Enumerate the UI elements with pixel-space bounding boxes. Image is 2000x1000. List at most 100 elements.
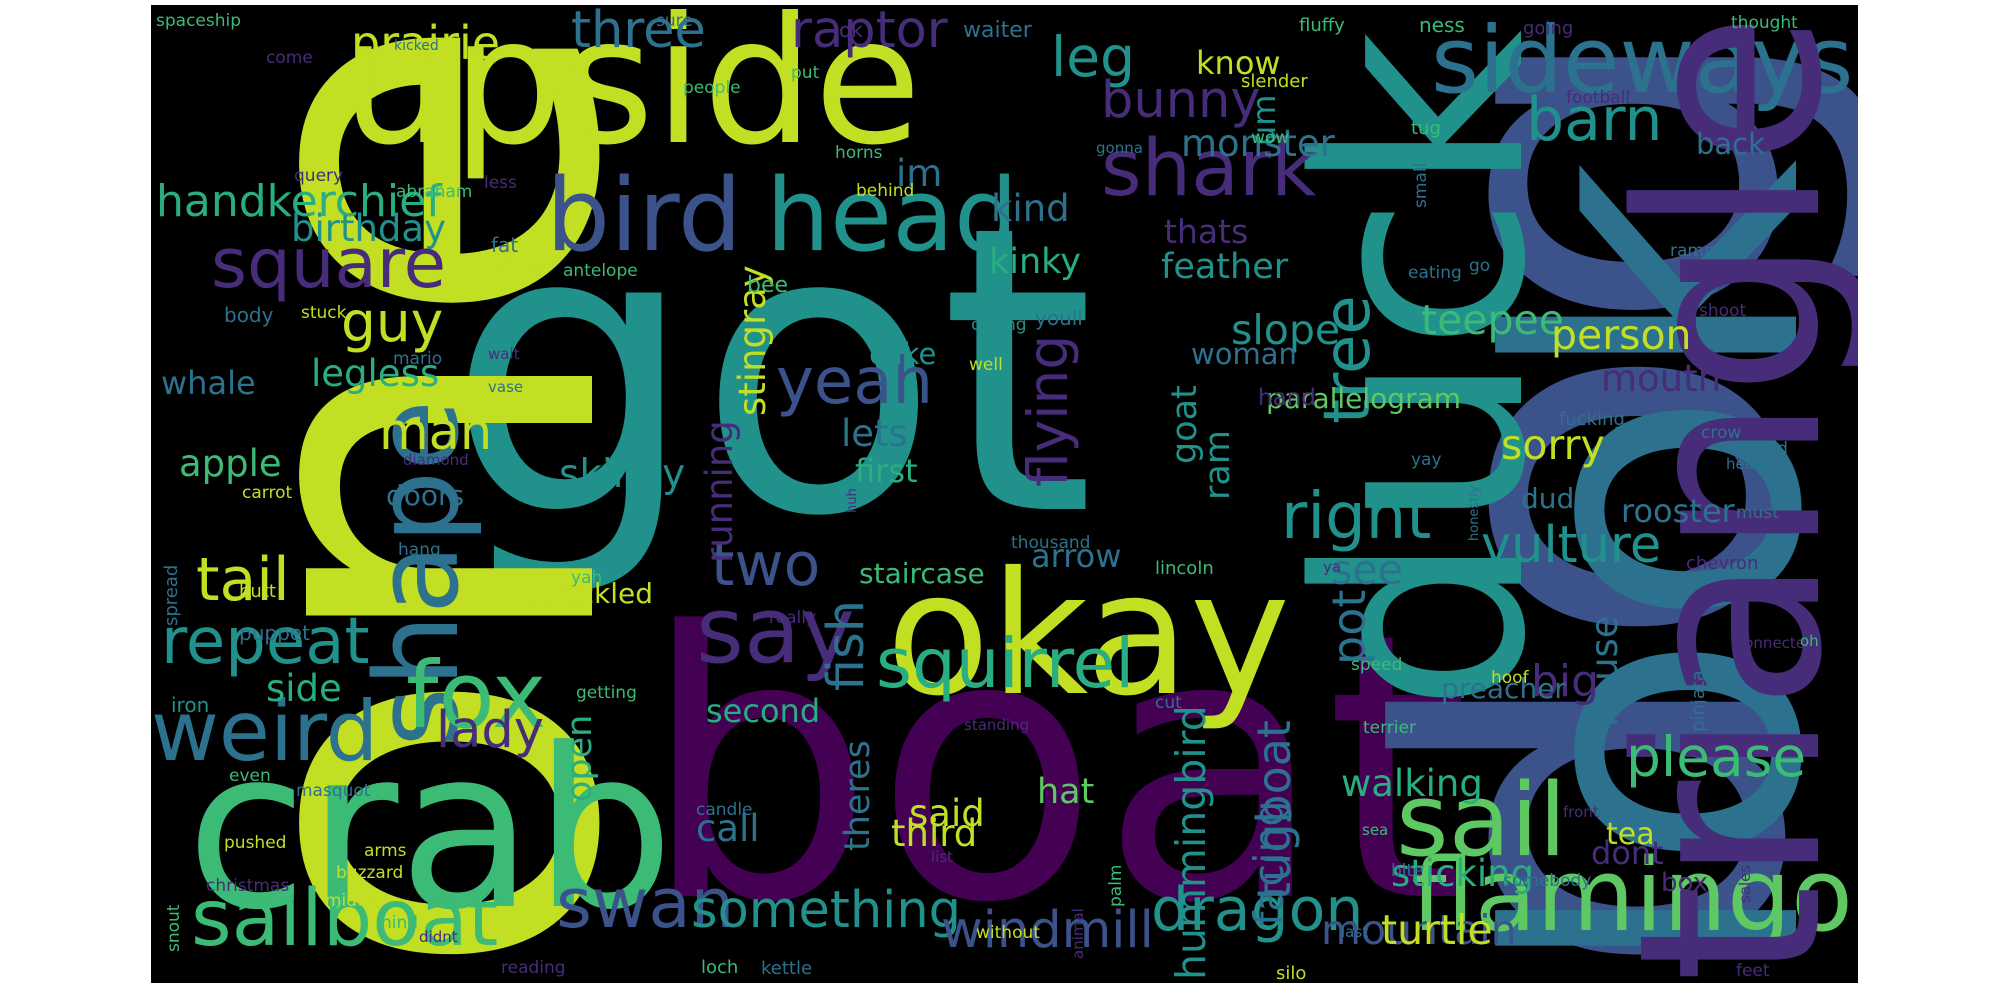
cloud-word-shark: shark	[1101, 124, 1317, 214]
cloud-word-man: man	[379, 403, 493, 462]
cloud-word-thats: thats	[1164, 212, 1249, 251]
cloud-word-peacock: peacock	[483, 256, 546, 274]
cloud-word-butt: butt	[239, 581, 276, 602]
cloud-word-last: last	[1341, 923, 1369, 941]
cloud-word-hind: hind	[381, 913, 419, 933]
cloud-word-mouth: mouth	[1601, 357, 1722, 400]
cloud-word-crow: crow	[1701, 423, 1742, 443]
cloud-word-hoof: hoof	[1491, 668, 1529, 688]
cloud-word-pinjata: pinjata	[1688, 669, 1709, 732]
cloud-word-head: head	[766, 156, 1019, 274]
cloud-word-spread: spread	[161, 564, 182, 627]
cloud-word-lincoln: lincoln	[1155, 558, 1214, 579]
cloud-word-person: person	[1551, 311, 1692, 359]
cloud-word-weird: weird	[151, 683, 379, 780]
cloud-word-without: without	[976, 923, 1040, 943]
cloud-word-really: really	[769, 608, 816, 628]
cloud-word-less: less	[484, 173, 517, 193]
cloud-word-squirrel: squirrel	[876, 624, 1135, 704]
cloud-word-palm: palm	[1106, 864, 1126, 908]
cloud-word-whale: whale	[161, 364, 256, 402]
cloud-word-fish: fish	[817, 599, 876, 692]
cloud-word-ya: ya	[1323, 558, 1342, 576]
cloud-word-fox: fox	[406, 642, 547, 749]
cloud-word-diamond: diamond	[403, 451, 469, 469]
cloud-word-puppet: puppet	[239, 621, 310, 645]
cloud-word-see: see	[1331, 546, 1403, 594]
cloud-word-sailboat: sailboat	[191, 874, 499, 964]
cloud-word-bunny: bunny	[1101, 71, 1261, 130]
cloud-word-big: big	[1531, 656, 1600, 707]
cloud-word-please: please	[1626, 725, 1807, 789]
cloud-word-two: two	[711, 530, 821, 600]
cloud-word-box: box	[1661, 868, 1708, 898]
cloud-word-teepee: teepee	[1421, 296, 1564, 344]
cloud-word-im: im	[896, 152, 943, 195]
cloud-word-mario: mario	[393, 349, 443, 369]
cloud-word-crab: crab	[186, 702, 675, 959]
cloud-word-ness: ness	[1419, 13, 1465, 37]
cloud-word-list: list	[931, 848, 954, 866]
cloud-word-running: running	[698, 419, 741, 563]
cloud-word-sea: sea	[1362, 821, 1389, 839]
cloud-word-call: call	[696, 807, 760, 850]
cloud-word-dragon: dragon	[1151, 875, 1364, 945]
cloud-word-turtle: turtle	[1381, 906, 1493, 954]
cloud-word-eating: eating	[1408, 263, 1462, 283]
cloud-word-slope: slope	[1231, 306, 1341, 354]
cloud-word-getting: getting	[576, 683, 637, 703]
cloud-word-stuck: stuck	[301, 303, 347, 323]
cloud-word-back: back	[1696, 127, 1765, 161]
cloud-word-terrier: terrier	[1363, 718, 1416, 738]
cloud-word-dont: dont	[1591, 834, 1664, 872]
cloud-word-candle: candle	[696, 800, 753, 820]
cloud-word-barn: barn	[1526, 85, 1663, 155]
cloud-word-go: go	[1469, 256, 1491, 276]
cloud-word-body: body	[224, 303, 274, 327]
cloud-word-apple: apple	[179, 442, 282, 485]
cloud-word-boat: boat	[641, 554, 1470, 983]
cloud-word-ram: ram	[1198, 429, 1238, 500]
cloud-word-open: open	[560, 714, 600, 803]
cloud-word-second: second	[706, 692, 821, 730]
cloud-word-flying: flying	[1016, 334, 1080, 488]
cloud-word-wow: wow	[1251, 128, 1290, 148]
cloud-word-bite: bite	[1391, 861, 1424, 881]
cloud-word-hat: hat	[1037, 772, 1095, 812]
cloud-word-right: right	[1281, 480, 1432, 554]
cloud-word-arms: arms	[364, 841, 407, 861]
cloud-word-sure: sure	[656, 11, 693, 31]
cloud-word-masquot: masquot	[296, 781, 371, 801]
cloud-word-staircase: staircase	[859, 557, 985, 590]
cloud-word-third: third	[891, 812, 978, 855]
cloud-word-vulture: vulture	[1481, 516, 1662, 575]
cloud-word-leg: leg	[1051, 25, 1136, 89]
cloud-word-iron: iron	[171, 693, 210, 717]
cloud-word-feet: feet	[1736, 961, 1770, 981]
cloud-word-standing: standing	[964, 716, 1030, 734]
cloud-word-three: three	[571, 5, 706, 60]
cloud-word-ramp: ramp	[1670, 241, 1715, 261]
cloud-word-huh: huh	[845, 487, 860, 513]
cloud-word-birthday: birthday	[291, 207, 446, 250]
cloud-word-hand: hand	[1258, 385, 1316, 411]
cloud-word-carrot: carrot	[242, 483, 293, 503]
cloud-word-tug: tug	[1411, 118, 1441, 139]
cloud-word-square: square	[211, 224, 447, 304]
cloud-word-arrow: arrow	[1031, 537, 1122, 575]
cloud-word-query: query	[294, 166, 344, 186]
cloud-word-heard: heard	[1726, 455, 1770, 473]
cloud-word-people: people	[683, 78, 741, 98]
cloud-word-something: something	[691, 881, 962, 940]
cloud-word-come: come	[266, 48, 313, 68]
cloud-word-prairie: prairie	[351, 16, 501, 70]
cloud-word-honestly: honestly	[1467, 484, 1482, 541]
cloud-word-feather: feather	[1161, 247, 1289, 287]
cloud-word-cut: cut	[1155, 693, 1182, 713]
cloud-word-skinny: skinny	[559, 452, 686, 497]
cloud-word-sales: sales	[1736, 864, 1754, 904]
cloud-word-speed: speed	[1351, 655, 1403, 675]
cloud-word-bee: bee	[747, 273, 789, 298]
cloud-word-middle: middle	[325, 891, 384, 911]
cloud-word-monster: monster	[1181, 122, 1335, 165]
